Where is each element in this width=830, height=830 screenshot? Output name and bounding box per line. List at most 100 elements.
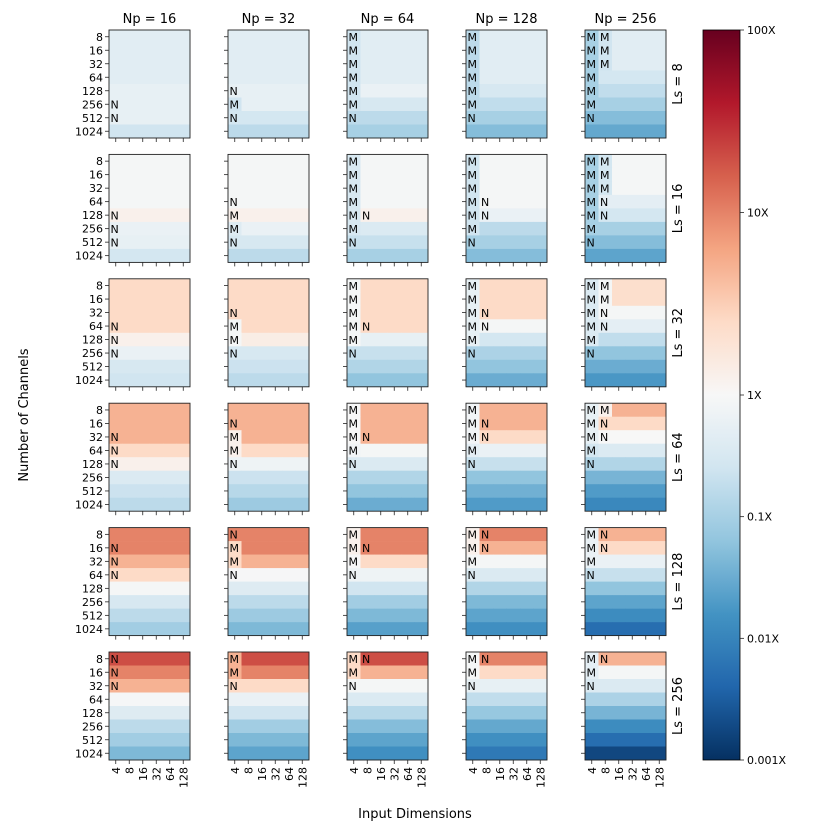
- heatmap-cell: [374, 679, 388, 693]
- heatmap-cell: [122, 305, 137, 320]
- column-title: Np = 64: [361, 12, 415, 27]
- cell-annotation: M: [468, 556, 478, 569]
- heatmap-cell: [360, 292, 375, 307]
- heatmap-cell: [387, 527, 402, 542]
- heatmap-cell: [295, 43, 310, 58]
- heatmap-cell: [479, 319, 494, 334]
- panel-frame: [346, 527, 429, 637]
- heatmap-cell: [533, 430, 548, 444]
- heatmap-cell: [122, 43, 137, 58]
- heatmap-cell: [122, 248, 137, 263]
- heatmap-cell: [109, 359, 123, 374]
- heatmap-cell: [136, 457, 150, 471]
- heatmap-cell: [136, 97, 150, 112]
- heatmap-cell: [149, 595, 164, 609]
- heatmap-cell: [122, 403, 137, 417]
- heatmap-cell: [109, 194, 123, 209]
- panel-frame: [227, 153, 310, 263]
- heatmap-cell: [122, 733, 137, 747]
- heatmap-cell: [228, 84, 242, 98]
- heatmap-cell: [639, 581, 653, 596]
- heatmap-cell: [136, 430, 150, 444]
- cell-annotation: N: [481, 307, 489, 320]
- heatmap-cell: [401, 692, 415, 707]
- heatmap-cell: [625, 292, 640, 307]
- heatmap-cell: [493, 541, 507, 555]
- heatmap-cell: [493, 346, 507, 361]
- heatmap-cell: [520, 430, 534, 444]
- heatmap-cell: [585, 554, 599, 569]
- cell-annotation: M: [600, 58, 610, 71]
- heatmap-cell: [585, 457, 599, 471]
- heatmap-cell: [347, 527, 361, 542]
- heatmap-cell: [466, 84, 480, 98]
- heatmap-cell: [414, 595, 429, 609]
- heatmap-cell: [268, 430, 283, 444]
- heatmap-cell: [520, 30, 534, 44]
- heatmap-cell: [533, 124, 548, 139]
- heatmap-cell: [466, 124, 480, 139]
- colorbar-gradient: [702, 29, 741, 761]
- heatmap-cell: [612, 30, 626, 44]
- panel-frame: [227, 651, 310, 761]
- heatmap-cell: [360, 665, 375, 680]
- heatmap-cell: [241, 208, 256, 223]
- heatmap-cell: [360, 719, 375, 734]
- heatmap-cell: [136, 346, 150, 361]
- y-tick-label: 8: [96, 280, 103, 293]
- heatmap-cell: [374, 706, 388, 720]
- heatmap-cell: [598, 581, 613, 596]
- cell-annotation: M: [349, 293, 359, 306]
- cell-annotation: N: [111, 680, 119, 693]
- heatmap-cell: [506, 746, 521, 761]
- cell-annotation: N: [481, 542, 489, 555]
- cell-annotation: M: [468, 445, 478, 458]
- heatmap-cell: [414, 484, 429, 498]
- heatmap-cell: [176, 194, 191, 209]
- heatmap-cell: [149, 57, 164, 71]
- heatmap-cell: [347, 497, 361, 512]
- heatmap-cell: [466, 443, 480, 458]
- heatmap-cell: [479, 692, 494, 707]
- heatmap-cell: [136, 527, 150, 542]
- heatmap-cell: [228, 568, 242, 582]
- heatmap-cell: [598, 332, 613, 347]
- heatmap-cell: [228, 665, 242, 680]
- heatmap-cell: [374, 319, 388, 334]
- heatmap-cell: [466, 373, 480, 388]
- panel-frame: [108, 402, 191, 512]
- heatmap-cell: [401, 470, 415, 485]
- heatmap-cell: [282, 359, 296, 374]
- heatmap-cell: [136, 652, 150, 666]
- heatmap-cell: [268, 403, 283, 417]
- heatmap-cell: [533, 319, 548, 334]
- panel-frame: [346, 278, 429, 388]
- heatmap-cell: [585, 652, 599, 666]
- heatmap-cell: [625, 346, 640, 361]
- heatmap-cell: [520, 581, 534, 596]
- heatmap-cell: [282, 154, 296, 169]
- cell-annotation: M: [587, 653, 597, 666]
- heatmap-cell: [414, 154, 429, 169]
- heatmap-cell: [598, 248, 613, 263]
- heatmap-cell: [149, 221, 164, 236]
- heatmap-cell: [506, 319, 521, 334]
- heatmap-cell: [295, 124, 310, 139]
- heatmap-cell: [598, 416, 613, 431]
- heatmap-cell: [149, 679, 164, 693]
- heatmap-cell: [163, 457, 177, 471]
- heatmap-cell: [466, 746, 480, 761]
- heatmap-cell: [493, 84, 507, 98]
- heatmap-cell: [136, 719, 150, 734]
- heatmap-cell: [493, 248, 507, 263]
- heatmap-cell: [228, 541, 242, 555]
- heatmap-cell: [241, 194, 256, 209]
- heatmap-cell: [109, 111, 123, 125]
- heatmap-cell: [360, 403, 375, 417]
- heatmap-cell: [414, 652, 429, 666]
- heatmap-cell: [282, 248, 296, 263]
